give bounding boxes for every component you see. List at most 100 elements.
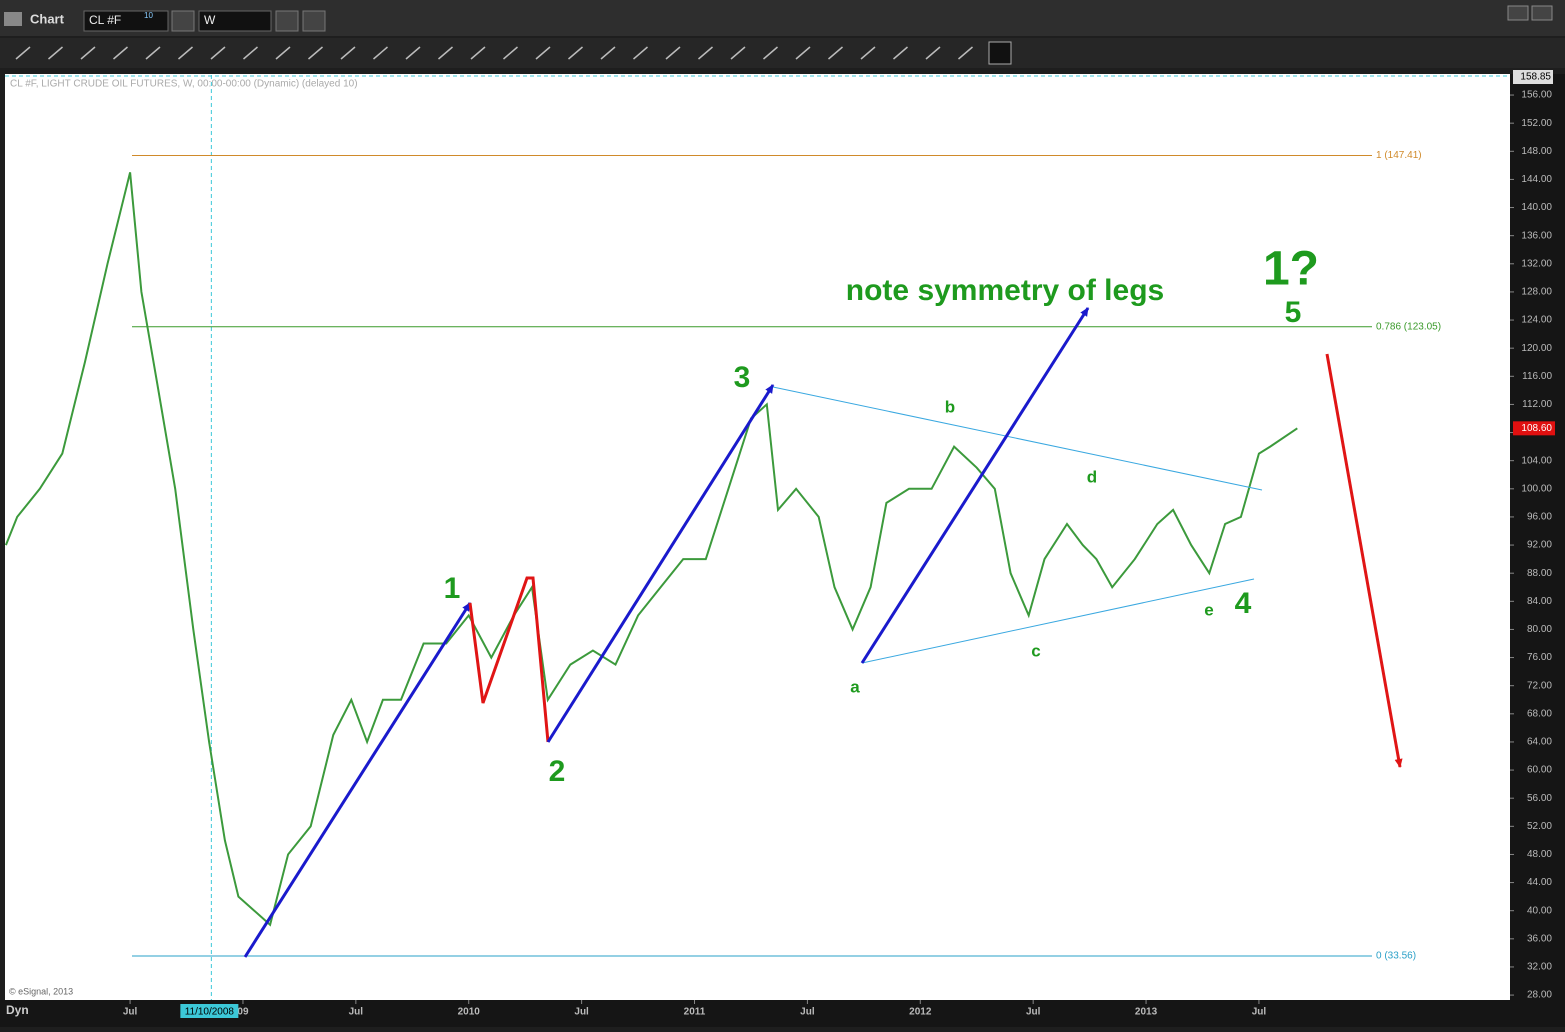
tool-glyph bbox=[438, 46, 453, 60]
y-tick-label: 72.00 bbox=[1527, 680, 1552, 691]
y-tick-label: 64.00 bbox=[1527, 737, 1552, 748]
y-tick-label: 96.00 bbox=[1527, 512, 1552, 523]
wave-label: b bbox=[945, 397, 955, 416]
crosshair-date: 11/10/2008 bbox=[185, 1007, 235, 1018]
mode-label: Dyn bbox=[6, 1003, 29, 1017]
wave-label: 5 bbox=[1285, 296, 1302, 329]
magnet-button[interactable] bbox=[988, 41, 1012, 65]
tool-glyph bbox=[113, 46, 128, 60]
fib-level-label: 1 (147.41) bbox=[1376, 150, 1422, 161]
tool-glyph bbox=[470, 46, 486, 60]
wave-label: 4 bbox=[1235, 587, 1252, 620]
y-tick-label: 100.00 bbox=[1521, 483, 1552, 494]
clock-button[interactable] bbox=[275, 10, 299, 32]
last-price-label: 108.60 bbox=[1521, 423, 1552, 434]
price-line bbox=[4, 172, 1298, 927]
symbol-input[interactable] bbox=[83, 10, 169, 32]
y-tick-label: 120.00 bbox=[1521, 343, 1552, 354]
tool-glyph bbox=[340, 46, 356, 60]
wave-label: c bbox=[1031, 641, 1040, 660]
y-tick-label: 140.00 bbox=[1521, 202, 1552, 213]
chart-caption: CL #F, LIGHT CRUDE OIL FUTURES, W, 00:00… bbox=[10, 79, 358, 90]
x-tick-label: Jul bbox=[800, 1007, 815, 1018]
interval-input[interactable] bbox=[198, 10, 272, 32]
y-tick-label: 36.00 bbox=[1527, 933, 1552, 944]
tool-glyph bbox=[275, 46, 291, 60]
tool-glyph bbox=[80, 46, 96, 60]
settings-button[interactable] bbox=[171, 10, 195, 32]
tool-glyph bbox=[48, 46, 63, 60]
plot-area bbox=[5, 74, 1510, 1000]
symbol-text: CL #F bbox=[89, 13, 121, 27]
symbol-badge: 10 bbox=[144, 11, 153, 20]
copyright: © eSignal, 2013 bbox=[9, 986, 73, 996]
close-button[interactable] bbox=[1531, 5, 1553, 21]
tool-glyph bbox=[698, 46, 713, 60]
x-tick-label: 2012 bbox=[909, 1007, 932, 1018]
wave-label: 3 bbox=[734, 361, 751, 394]
toolbar-icons bbox=[15, 41, 1012, 65]
correction-line bbox=[468, 576, 550, 743]
y-tick-label: 136.00 bbox=[1521, 230, 1552, 241]
x-tick-label: 2013 bbox=[1135, 1007, 1158, 1018]
interval-text: W bbox=[204, 13, 216, 27]
y-tick-label: 144.00 bbox=[1521, 174, 1552, 185]
y-tick-label: 124.00 bbox=[1521, 315, 1552, 326]
fib-level-label: 0.786 (123.05) bbox=[1376, 321, 1441, 332]
y-tick-label: 152.00 bbox=[1521, 118, 1552, 129]
wave-arrow bbox=[860, 307, 1090, 664]
wave-arrow bbox=[546, 384, 775, 743]
draw-button[interactable] bbox=[302, 10, 326, 32]
tool-glyph bbox=[893, 46, 908, 60]
tool-glyph bbox=[373, 46, 388, 60]
y-tick-label: 88.00 bbox=[1527, 568, 1552, 579]
y-tick-label: 56.00 bbox=[1527, 793, 1552, 804]
tool-glyph bbox=[243, 46, 258, 60]
price-axis bbox=[1510, 74, 1565, 1000]
chart-icon bbox=[4, 12, 22, 26]
tool-glyph bbox=[210, 46, 226, 60]
y-tick-label: 116.00 bbox=[1522, 371, 1552, 382]
x-tick-label: 09 bbox=[237, 1007, 249, 1018]
time-axis bbox=[0, 1000, 1565, 1027]
wave-label: d bbox=[1087, 467, 1097, 486]
tool-glyph bbox=[795, 46, 811, 60]
plot-layer: 28.00 32.00 36.00 40.00 44.00 48.00 52.00 56.00… bbox=[4, 70, 1555, 1018]
top-price-box bbox=[1513, 70, 1553, 84]
tool-glyph bbox=[665, 46, 681, 60]
crosshair-date-box bbox=[180, 1004, 239, 1018]
x-tick-label: Jul bbox=[574, 1007, 589, 1018]
window-title: Chart bbox=[30, 11, 65, 26]
tool-glyph bbox=[958, 46, 973, 60]
tool-glyph bbox=[860, 46, 876, 60]
tool-glyph bbox=[600, 46, 616, 60]
last-price-box bbox=[1513, 421, 1555, 436]
tool-glyph bbox=[763, 46, 778, 60]
y-tick-label: 80.00 bbox=[1527, 624, 1552, 635]
y-tick-label: 40.00 bbox=[1527, 905, 1552, 916]
y-tick-label: 44.00 bbox=[1527, 877, 1552, 888]
y-tick-label: 32.00 bbox=[1527, 962, 1552, 973]
tool-glyph bbox=[178, 46, 193, 60]
y-tick-label: 60.00 bbox=[1527, 765, 1552, 776]
restore-button[interactable] bbox=[1507, 5, 1529, 21]
x-tick-label: Jul bbox=[1026, 1007, 1041, 1018]
wave-label: 1 bbox=[444, 572, 461, 605]
tool-glyph bbox=[308, 46, 323, 60]
x-tick-label: Jul bbox=[123, 1007, 138, 1018]
y-tick-label: 92.00 bbox=[1527, 540, 1552, 551]
forecast-arrow bbox=[1325, 353, 1403, 768]
y-tick-label: 132.00 bbox=[1521, 258, 1552, 269]
triangle-line bbox=[772, 386, 1263, 491]
tool-glyph bbox=[503, 46, 518, 60]
y-tick-label: 128.00 bbox=[1521, 287, 1552, 298]
y-tick-label: 84.00 bbox=[1527, 596, 1552, 607]
tool-glyph bbox=[535, 46, 551, 60]
x-tick-label: 2010 bbox=[458, 1007, 481, 1018]
tool-glyph bbox=[828, 46, 843, 60]
fib-level-label: 0 (33.56) bbox=[1376, 951, 1416, 962]
y-tick-label: 156.00 bbox=[1521, 90, 1552, 101]
y-tick-label: 112.00 bbox=[1522, 399, 1552, 410]
